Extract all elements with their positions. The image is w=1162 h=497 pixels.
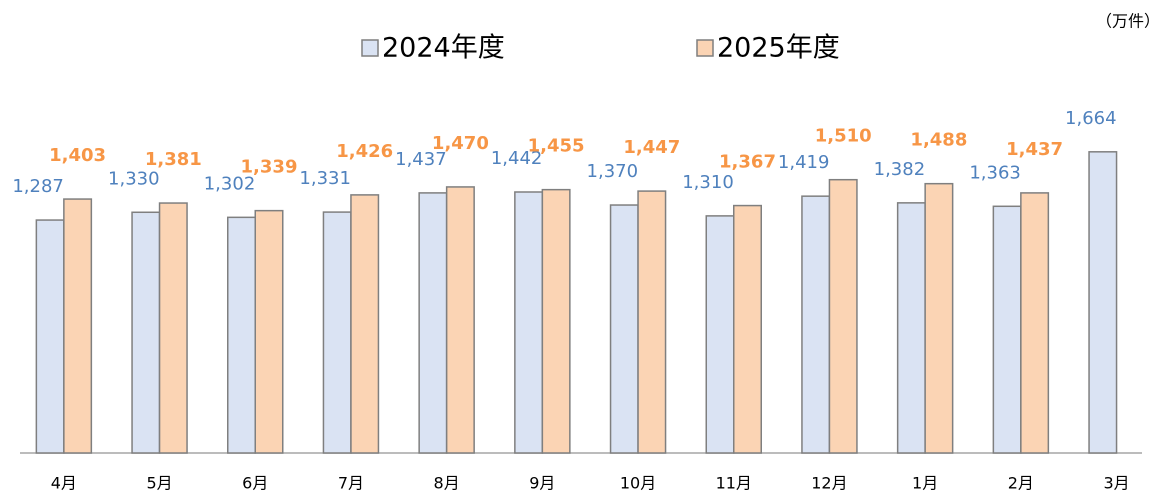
value-label: 1,437 [1006, 139, 1063, 160]
bar [322, 211, 352, 454]
bar [992, 205, 1022, 454]
value-label: 1,510 [815, 126, 872, 147]
bar [896, 202, 926, 454]
bar [1020, 192, 1050, 454]
bar [350, 194, 380, 454]
value-label: 1,370 [587, 161, 639, 182]
x-tick-label: 6月 [242, 474, 268, 493]
value-label: 1,426 [336, 141, 393, 162]
bar [637, 190, 667, 454]
value-label: 1,287 [12, 176, 64, 197]
value-label: 1,339 [241, 157, 298, 178]
value-label: 1,437 [395, 149, 447, 170]
value-label: 1,442 [491, 148, 543, 169]
bar [609, 204, 639, 454]
legend-label: 2024年度 [382, 33, 505, 64]
value-label: 1,455 [528, 136, 585, 157]
bar [418, 192, 448, 454]
bar [924, 182, 954, 454]
bar [1088, 151, 1118, 454]
bar [35, 219, 65, 454]
legend-swatch [361, 39, 379, 57]
value-label: 1,363 [969, 162, 1021, 183]
value-label: 1,419 [778, 152, 830, 173]
bar [227, 216, 256, 454]
x-tick-label: 11月 [716, 474, 752, 493]
value-label: 1,488 [910, 130, 967, 151]
value-label: 1,664 [1065, 108, 1117, 129]
value-label: 1,367 [719, 152, 776, 173]
bar [158, 202, 188, 454]
x-tick-label: 7月 [338, 474, 364, 493]
x-tick-label: 8月 [434, 474, 460, 493]
value-label: 1,310 [682, 172, 734, 193]
legend-swatch [696, 39, 714, 57]
unit-label: （万件） [1096, 12, 1160, 31]
bar [541, 188, 571, 454]
value-label: 1,381 [145, 149, 202, 170]
x-tick-label: 10月 [620, 474, 656, 493]
bar [801, 195, 831, 454]
x-tick-label: 4月 [51, 474, 77, 493]
value-label: 1,382 [874, 159, 926, 180]
bar [828, 178, 858, 454]
bar [63, 198, 93, 454]
bar [733, 204, 762, 454]
value-label: 1,330 [108, 168, 160, 189]
value-label: 1,403 [49, 145, 106, 166]
x-tick-label: 3月 [1103, 474, 1129, 493]
bar [131, 211, 161, 454]
value-label: 1,470 [432, 133, 489, 154]
x-tick-label: 2月 [1008, 474, 1034, 493]
x-tick-label: 5月 [146, 474, 172, 493]
bar [254, 209, 284, 454]
value-label: 1,302 [204, 173, 256, 194]
x-tick-label: 9月 [529, 474, 555, 493]
x-tick-label: 1月 [912, 474, 938, 493]
bar [514, 191, 544, 454]
value-label: 1,447 [623, 137, 680, 158]
bar [705, 215, 735, 454]
legend-label: 2025年度 [717, 33, 840, 64]
value-label: 1,331 [299, 168, 351, 189]
bar [445, 186, 475, 454]
x-tick-label: 12月 [811, 474, 847, 493]
